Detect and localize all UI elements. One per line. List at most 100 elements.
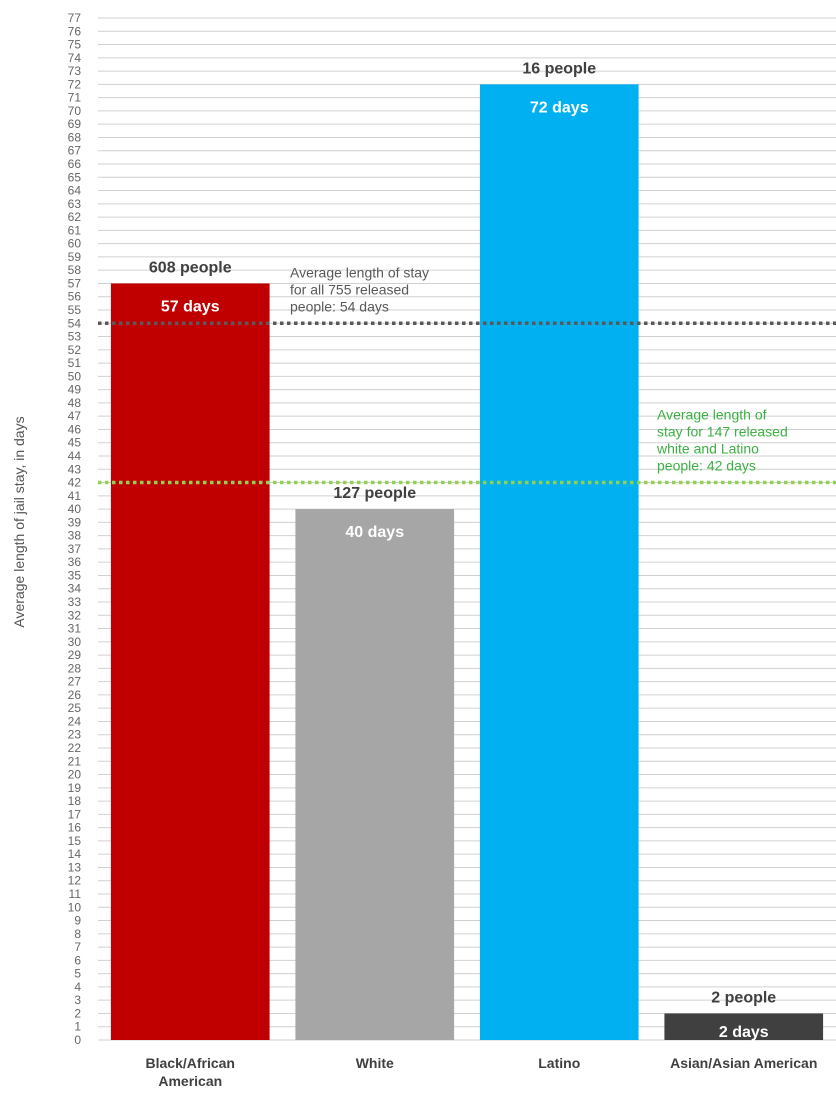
y-tick-label: 49 [68, 383, 82, 397]
y-tick-label: 63 [68, 197, 82, 211]
y-tick-label: 10 [68, 900, 82, 914]
y-tick-label: 18 [68, 794, 82, 808]
y-tick-label: 26 [68, 688, 82, 702]
bars [110, 84, 824, 1040]
y-tick-label: 58 [68, 263, 82, 277]
y-tick-label: 57 [68, 276, 82, 290]
bar-labels: 608 people 57 days 127 people 40 days 16 peo… [149, 60, 776, 1041]
y-tick-label: 3 [74, 993, 81, 1007]
y-tick-label: 73 [68, 64, 82, 78]
y-tick-label: 64 [68, 184, 82, 198]
y-tick-label: 2 [74, 1006, 81, 1020]
bar [664, 1013, 824, 1040]
bar [295, 509, 455, 1040]
y-tick-label: 56 [68, 290, 82, 304]
y-tick-label: 36 [68, 555, 82, 569]
y-tick-label: 55 [68, 303, 82, 317]
count-label: 2 people [711, 989, 776, 1006]
y-tick-label: 76 [68, 24, 82, 38]
y-tick-label: 31 [68, 622, 82, 636]
y-tick-label: 41 [68, 489, 82, 503]
y-tick-label: 35 [68, 568, 82, 582]
y-tick-label: 15 [68, 834, 82, 848]
value-label: 72 days [530, 99, 589, 116]
y-tick-label: 16 [68, 821, 82, 835]
y-tick-label: 17 [68, 807, 82, 821]
category-label: Asian/Asian American [670, 1055, 817, 1071]
y-axis-label: Average length of jail stay, in days [11, 416, 27, 627]
y-tick-label: 8 [74, 927, 81, 941]
y-tick-label: 28 [68, 661, 82, 675]
reference-line-label: Average length of stay [290, 264, 429, 280]
y-tick-label: 46 [68, 422, 82, 436]
y-tick-label: 77 [68, 11, 82, 25]
y-tick-label: 37 [68, 542, 82, 556]
reference-line-label: people: 54 days [290, 298, 389, 314]
y-tick-label: 42 [68, 476, 82, 490]
y-tick-label: 70 [68, 104, 82, 118]
y-tick-label: 1 [74, 1020, 81, 1034]
y-tick-label: 5 [74, 967, 81, 981]
y-tick-label: 9 [74, 914, 81, 928]
y-tick-label: 29 [68, 648, 82, 662]
value-label: 40 days [345, 524, 404, 541]
y-tick-label: 6 [74, 953, 81, 967]
count-label: 127 people [333, 485, 416, 502]
count-label: 16 people [522, 60, 596, 77]
reference-line-label: for all 755 released [290, 281, 409, 297]
y-tick-label: 50 [68, 369, 82, 383]
y-tick-label: 22 [68, 741, 82, 755]
y-tick-label: 12 [68, 874, 82, 888]
reference-line-label: white and Latino [656, 441, 759, 457]
bar [110, 283, 270, 1040]
y-tick-label: 75 [68, 38, 82, 52]
y-tick-label: 67 [68, 144, 82, 158]
y-tick-label: 68 [68, 130, 82, 144]
y-tick-label: 7 [74, 940, 81, 954]
y-tick-label: 71 [68, 91, 82, 105]
y-tick-label: 40 [68, 502, 82, 516]
y-tick-label: 51 [68, 356, 82, 370]
y-tick-label: 23 [68, 728, 82, 742]
y-tick-label: 47 [68, 409, 82, 423]
y-tick-label: 60 [68, 237, 82, 251]
y-tick-label: 61 [68, 223, 82, 237]
y-tick-label: 69 [68, 117, 82, 131]
y-tick-label: 39 [68, 515, 82, 529]
category-label: Latino [538, 1055, 580, 1071]
y-tick-label: 52 [68, 343, 82, 357]
y-axis-ticks: 0123456789101112131415161718192021222324… [68, 11, 82, 1047]
y-tick-label: 13 [68, 860, 82, 874]
bar [479, 84, 639, 1040]
y-tick-label: 21 [68, 754, 82, 768]
y-tick-label: 54 [68, 316, 82, 330]
y-tick-label: 32 [68, 608, 82, 622]
y-tick-label: 11 [69, 887, 82, 901]
y-tick-label: 4 [74, 980, 81, 994]
category-labels: Black/African American White Latino Asian/As… [146, 1055, 818, 1089]
y-tick-label: 45 [68, 436, 82, 450]
y-tick-label: 20 [68, 768, 82, 782]
y-tick-label: 25 [68, 701, 82, 715]
y-tick-label: 24 [68, 714, 82, 728]
y-tick-label: 65 [68, 170, 82, 184]
y-tick-label: 19 [68, 781, 82, 795]
y-tick-label: 62 [68, 210, 82, 224]
y-tick-label: 33 [68, 595, 82, 609]
y-tick-label: 74 [68, 51, 82, 65]
y-tick-label: 72 [68, 77, 82, 91]
y-tick-label: 38 [68, 529, 82, 543]
reference-line-label: stay for 147 released [657, 424, 788, 440]
y-tick-label: 27 [68, 675, 82, 689]
y-tick-label: 48 [68, 396, 82, 410]
y-tick-label: 44 [68, 449, 82, 463]
reference-line-label: Average length of [657, 407, 767, 423]
y-tick-label: 53 [68, 330, 82, 344]
y-tick-label: 14 [68, 847, 82, 861]
y-tick-label: 66 [68, 157, 82, 171]
y-tick-label: 0 [74, 1033, 81, 1047]
category-label: American [158, 1073, 222, 1089]
count-label: 608 people [149, 259, 232, 276]
